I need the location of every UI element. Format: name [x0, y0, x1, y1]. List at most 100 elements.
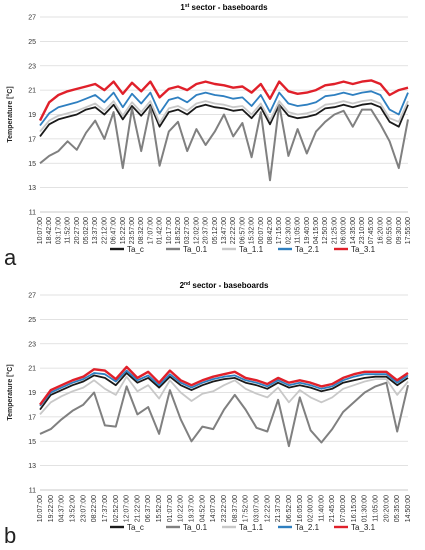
chart-a-legend-label: Ta_1.1 [239, 245, 264, 254]
chart-a-xtick-label: 19:40:00 [304, 217, 311, 244]
chart-a-legend-label: Ta_2.1 [295, 245, 320, 254]
chart-b-ytick-label: 21 [28, 366, 36, 373]
chart-b-series-ta-1-1 [39, 375, 409, 415]
chart-b-xtick-label: 17:52:00 [243, 495, 250, 522]
chart-b-xtick-label: 01:07:00 [167, 495, 174, 522]
chart-a-series-ta-c [39, 102, 409, 137]
chart-b-legend-label: Ta_c [127, 523, 144, 532]
chart-a-xtick-label: 15:22:00 [120, 217, 127, 244]
chart-a-xtick-label: 12:02:00 [193, 217, 200, 244]
chart-a-xtick-label: 22:12:00 [101, 217, 108, 244]
chart-b-legend-label: Ta_2.1 [295, 523, 320, 532]
chart-b-xtick-label: 16:15:00 [351, 495, 358, 522]
chart-a-ytick-label: 27 [28, 15, 36, 22]
chart-a-title: 1st sector - baseboards [180, 3, 268, 12]
chart-a-ylabel: Temperature [°C] [6, 86, 14, 142]
chart-b-xtick-label: 20:20:00 [383, 495, 390, 522]
chart-b-series-ta-3-1 [39, 365, 409, 406]
chart-a-xtick-label: 22:22:00 [230, 217, 237, 244]
chart-a-xtick-label: 12:50:00 [322, 217, 329, 244]
chart-b-ytick-label: 27 [28, 293, 36, 300]
chart-a-legend-label: Ta_0.1 [183, 245, 208, 254]
chart-b-xtick-label: 19:37:00 [189, 495, 196, 522]
chart-b-xtick-label: 06:37:00 [145, 495, 152, 522]
chart-a-xtick-label: 09:30:00 [396, 217, 403, 244]
chart-b-xtick-label: 21:45:00 [329, 495, 336, 522]
chart-a-ytick-label: 11 [29, 210, 36, 217]
chart-b-xtick-label: 08:37:00 [232, 495, 239, 522]
chart-a-ytick-label: 13 [28, 185, 36, 192]
chart-a-series-ta-2-1 [39, 90, 409, 127]
chart-a-xtick-label: 17:15:00 [276, 217, 283, 244]
chart-a-xtick-label: 17:55:00 [405, 217, 412, 244]
chart-a-xtick-label: 18:42:00 [46, 217, 53, 244]
chart-b-xtick-label: 15:52:00 [156, 495, 163, 522]
chart-a-panel-letter: a [4, 245, 17, 270]
chart-a-xtick-label: 17:07:00 [147, 217, 154, 244]
chart-a-xtick-label: 06:00:00 [341, 217, 348, 244]
chart-b-xtick-label: 14:07:00 [210, 495, 217, 522]
chart-b-ytick-label: 23 [28, 341, 36, 348]
chart-b-xtick-label: 03:07:00 [253, 495, 260, 522]
chart-b-xtick-label: 21:37:00 [275, 495, 282, 522]
chart-b-xtick-label: 12:22:00 [264, 495, 271, 522]
chart-a-ytick-label: 17 [28, 136, 36, 143]
chart-b-xtick-label: 23:07:00 [80, 495, 87, 522]
chart-a-ytick-label: 15 [28, 161, 36, 168]
chart-b-ytick-label: 11 [29, 488, 36, 495]
chart-b-xtick-label: 14:50:00 [405, 495, 412, 522]
chart-b-xtick-label: 16:05:00 [297, 495, 304, 522]
chart-a-xtick-label: 08:42:00 [267, 217, 274, 244]
chart-a-legend-label: Ta_c [127, 245, 144, 254]
chart-b-xtick-label: 12:07:00 [124, 495, 131, 522]
chart-a-xtick-label: 13:37:00 [92, 217, 99, 244]
chart-a-xtick-label: 16:20:00 [377, 217, 384, 244]
chart-a-xtick-label: 08:32:00 [138, 217, 145, 244]
chart-a-xtick-label: 10:17:00 [166, 217, 173, 244]
chart-b-legend-label: Ta_1.1 [239, 523, 264, 532]
chart-b-series-ta-0-1 [39, 381, 409, 448]
chart-a-xtick-label: 21:25:00 [331, 217, 338, 244]
chart-b-ytick-label: 13 [28, 463, 36, 470]
chart-a-ytick-label: 19 [28, 112, 36, 119]
chart-a-xtick-label: 18:52:00 [175, 217, 182, 244]
chart-a-xtick-label: 20:27:00 [74, 217, 81, 244]
chart-b-ytick-label: 25 [28, 317, 36, 324]
chart-a-xtick-label: 11:52:00 [65, 217, 72, 244]
chart-a-xtick-label: 15:32:00 [249, 217, 256, 244]
chart-a-xtick-label: 04:15:00 [313, 217, 320, 244]
chart-a-ytick-label: 23 [28, 63, 36, 70]
chart-panel-b: 2nd sector - baseboards 11 13 15 17 19 21 23 25 2… [0, 278, 425, 550]
chart-b-xtick-label: 07:00:00 [340, 495, 347, 522]
chart-a-xtick-label: 05:02:00 [83, 217, 90, 244]
chart-a-xtick-label: 05:12:00 [212, 217, 219, 244]
chart-panel-a: 1st sector - baseboards 11 13 15 17 19 21 23 25 2… [0, 0, 425, 272]
chart-a-series-ta-1-1 [39, 99, 409, 133]
chart-b-series-ta-c [39, 372, 409, 411]
chart-b-xtick-label: 11:40:00 [318, 495, 325, 522]
chart-a-xtick-label: 20:37:00 [203, 217, 210, 244]
chart-a-series-ta-3-1 [38, 79, 409, 122]
chart-a-xtick-label: 01:42:00 [157, 217, 164, 244]
chart-a-xtick-label: 23:57:00 [129, 217, 136, 244]
chart-b-series-ta-2-1 [39, 369, 409, 407]
chart-a-xtick-label: 11:05:00 [295, 217, 302, 244]
chart-b-ytick-label: 19 [28, 390, 36, 397]
chart-b-xtick-label: 04:52:00 [199, 495, 206, 522]
chart-a-series-ta-0-1 [39, 103, 409, 182]
chart-b-xtick-label: 06:52:00 [286, 495, 293, 522]
chart-b-xtick-label: 17:37:00 [102, 495, 109, 522]
chart-a-xtick-label: 13:47:00 [221, 217, 228, 244]
chart-b-panel-letter: b [4, 523, 16, 548]
chart-b-legend-label: Ta_0.1 [183, 523, 208, 532]
chart-b-xtick-label: 10:07:00 [37, 495, 44, 522]
chart-a-xtick-label: 06:47:00 [111, 217, 118, 244]
chart-b-ylabel: Temperature [°C] [6, 364, 14, 420]
chart-b-ytick-label: 17 [28, 414, 36, 421]
chart-a-legend-label: Ta_3.1 [351, 245, 376, 254]
chart-b-xtick-label: 19:22:00 [48, 495, 55, 522]
chart-b-xtick-label: 04:37:00 [59, 495, 66, 522]
chart-b-xtick-label: 23:22:00 [221, 495, 228, 522]
chart-b-xtick-label: 01:30:00 [362, 495, 369, 522]
chart-b-xtick-label: 05:35:00 [394, 495, 401, 522]
